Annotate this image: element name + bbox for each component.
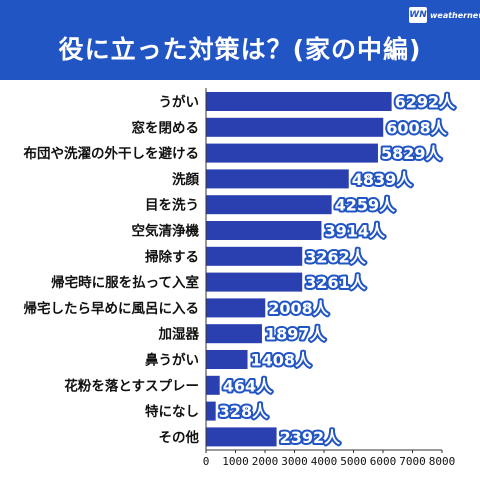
logo-text: weathernews <box>430 10 480 20</box>
x-tick-label: 2000 <box>252 455 279 468</box>
bar <box>206 272 303 292</box>
value-label: 6008人 <box>386 118 448 137</box>
category-label: 帰宅したら早めに風呂に入る <box>24 300 200 317</box>
value-label: 464人 <box>223 376 273 395</box>
value-label: 2392人 <box>280 428 342 447</box>
x-tick-label: 5000 <box>340 455 367 468</box>
category-label: 掃除する <box>145 248 199 265</box>
value-label: 6292人 <box>395 93 457 112</box>
category-label: 布団や洗濯の外干しを避ける <box>24 145 200 162</box>
bar <box>206 401 216 421</box>
value-label: 4259人 <box>335 196 397 215</box>
bar <box>206 375 220 395</box>
bar <box>206 427 277 447</box>
x-tick-label: 3000 <box>281 455 308 468</box>
category-label: 目を洗う <box>145 197 199 214</box>
x-tick-label: 4000 <box>311 455 338 468</box>
category-label: 帰宅時に服を払って入室 <box>51 274 199 291</box>
bar <box>206 143 378 163</box>
x-tick-label: 8000 <box>429 455 456 468</box>
bar <box>206 117 384 137</box>
value-label: 2008人 <box>268 299 330 318</box>
chart-title: 役に立った対策は？(家の中編) <box>58 35 422 64</box>
value-label: 4839人 <box>352 170 414 189</box>
bar <box>206 298 266 318</box>
weathernews-logo: WN weathernews <box>409 5 480 25</box>
x-tick-label: 0 <box>203 455 210 468</box>
category-label: うがい <box>159 94 200 111</box>
category-label: 洗顔 <box>172 171 199 188</box>
bar <box>206 221 322 240</box>
x-tick-label: 1000 <box>222 455 249 468</box>
category-label: 鼻うがい <box>145 352 199 369</box>
value-label: 328人 <box>219 402 269 421</box>
chart-header: WN weathernews 役に立った対策は？(家の中編) <box>0 0 480 80</box>
value-label: 3262人 <box>305 247 367 266</box>
value-label: 1897人 <box>265 325 327 344</box>
category-label: その他 <box>159 429 200 446</box>
category-label: 空気清浄機 <box>132 223 200 240</box>
bar <box>206 195 332 215</box>
bar <box>206 350 248 369</box>
category-label: 窓を閉める <box>132 119 200 136</box>
x-tick-label: 6000 <box>370 455 397 468</box>
value-label: 3261人 <box>305 273 367 292</box>
category-label: 特になし <box>145 403 199 420</box>
x-tick-label: 7000 <box>399 455 426 468</box>
wn-logo-icon: WN <box>409 7 427 23</box>
value-label: 1408人 <box>251 351 313 370</box>
value-label: 5829人 <box>381 144 443 163</box>
bar <box>206 246 303 266</box>
value-label: 3914人 <box>324 222 386 241</box>
bar <box>206 324 262 344</box>
category-label: 花粉を落とすスプレー <box>64 377 199 394</box>
category-label: 加湿器 <box>158 327 200 343</box>
bar <box>206 169 349 189</box>
bar <box>206 92 392 111</box>
